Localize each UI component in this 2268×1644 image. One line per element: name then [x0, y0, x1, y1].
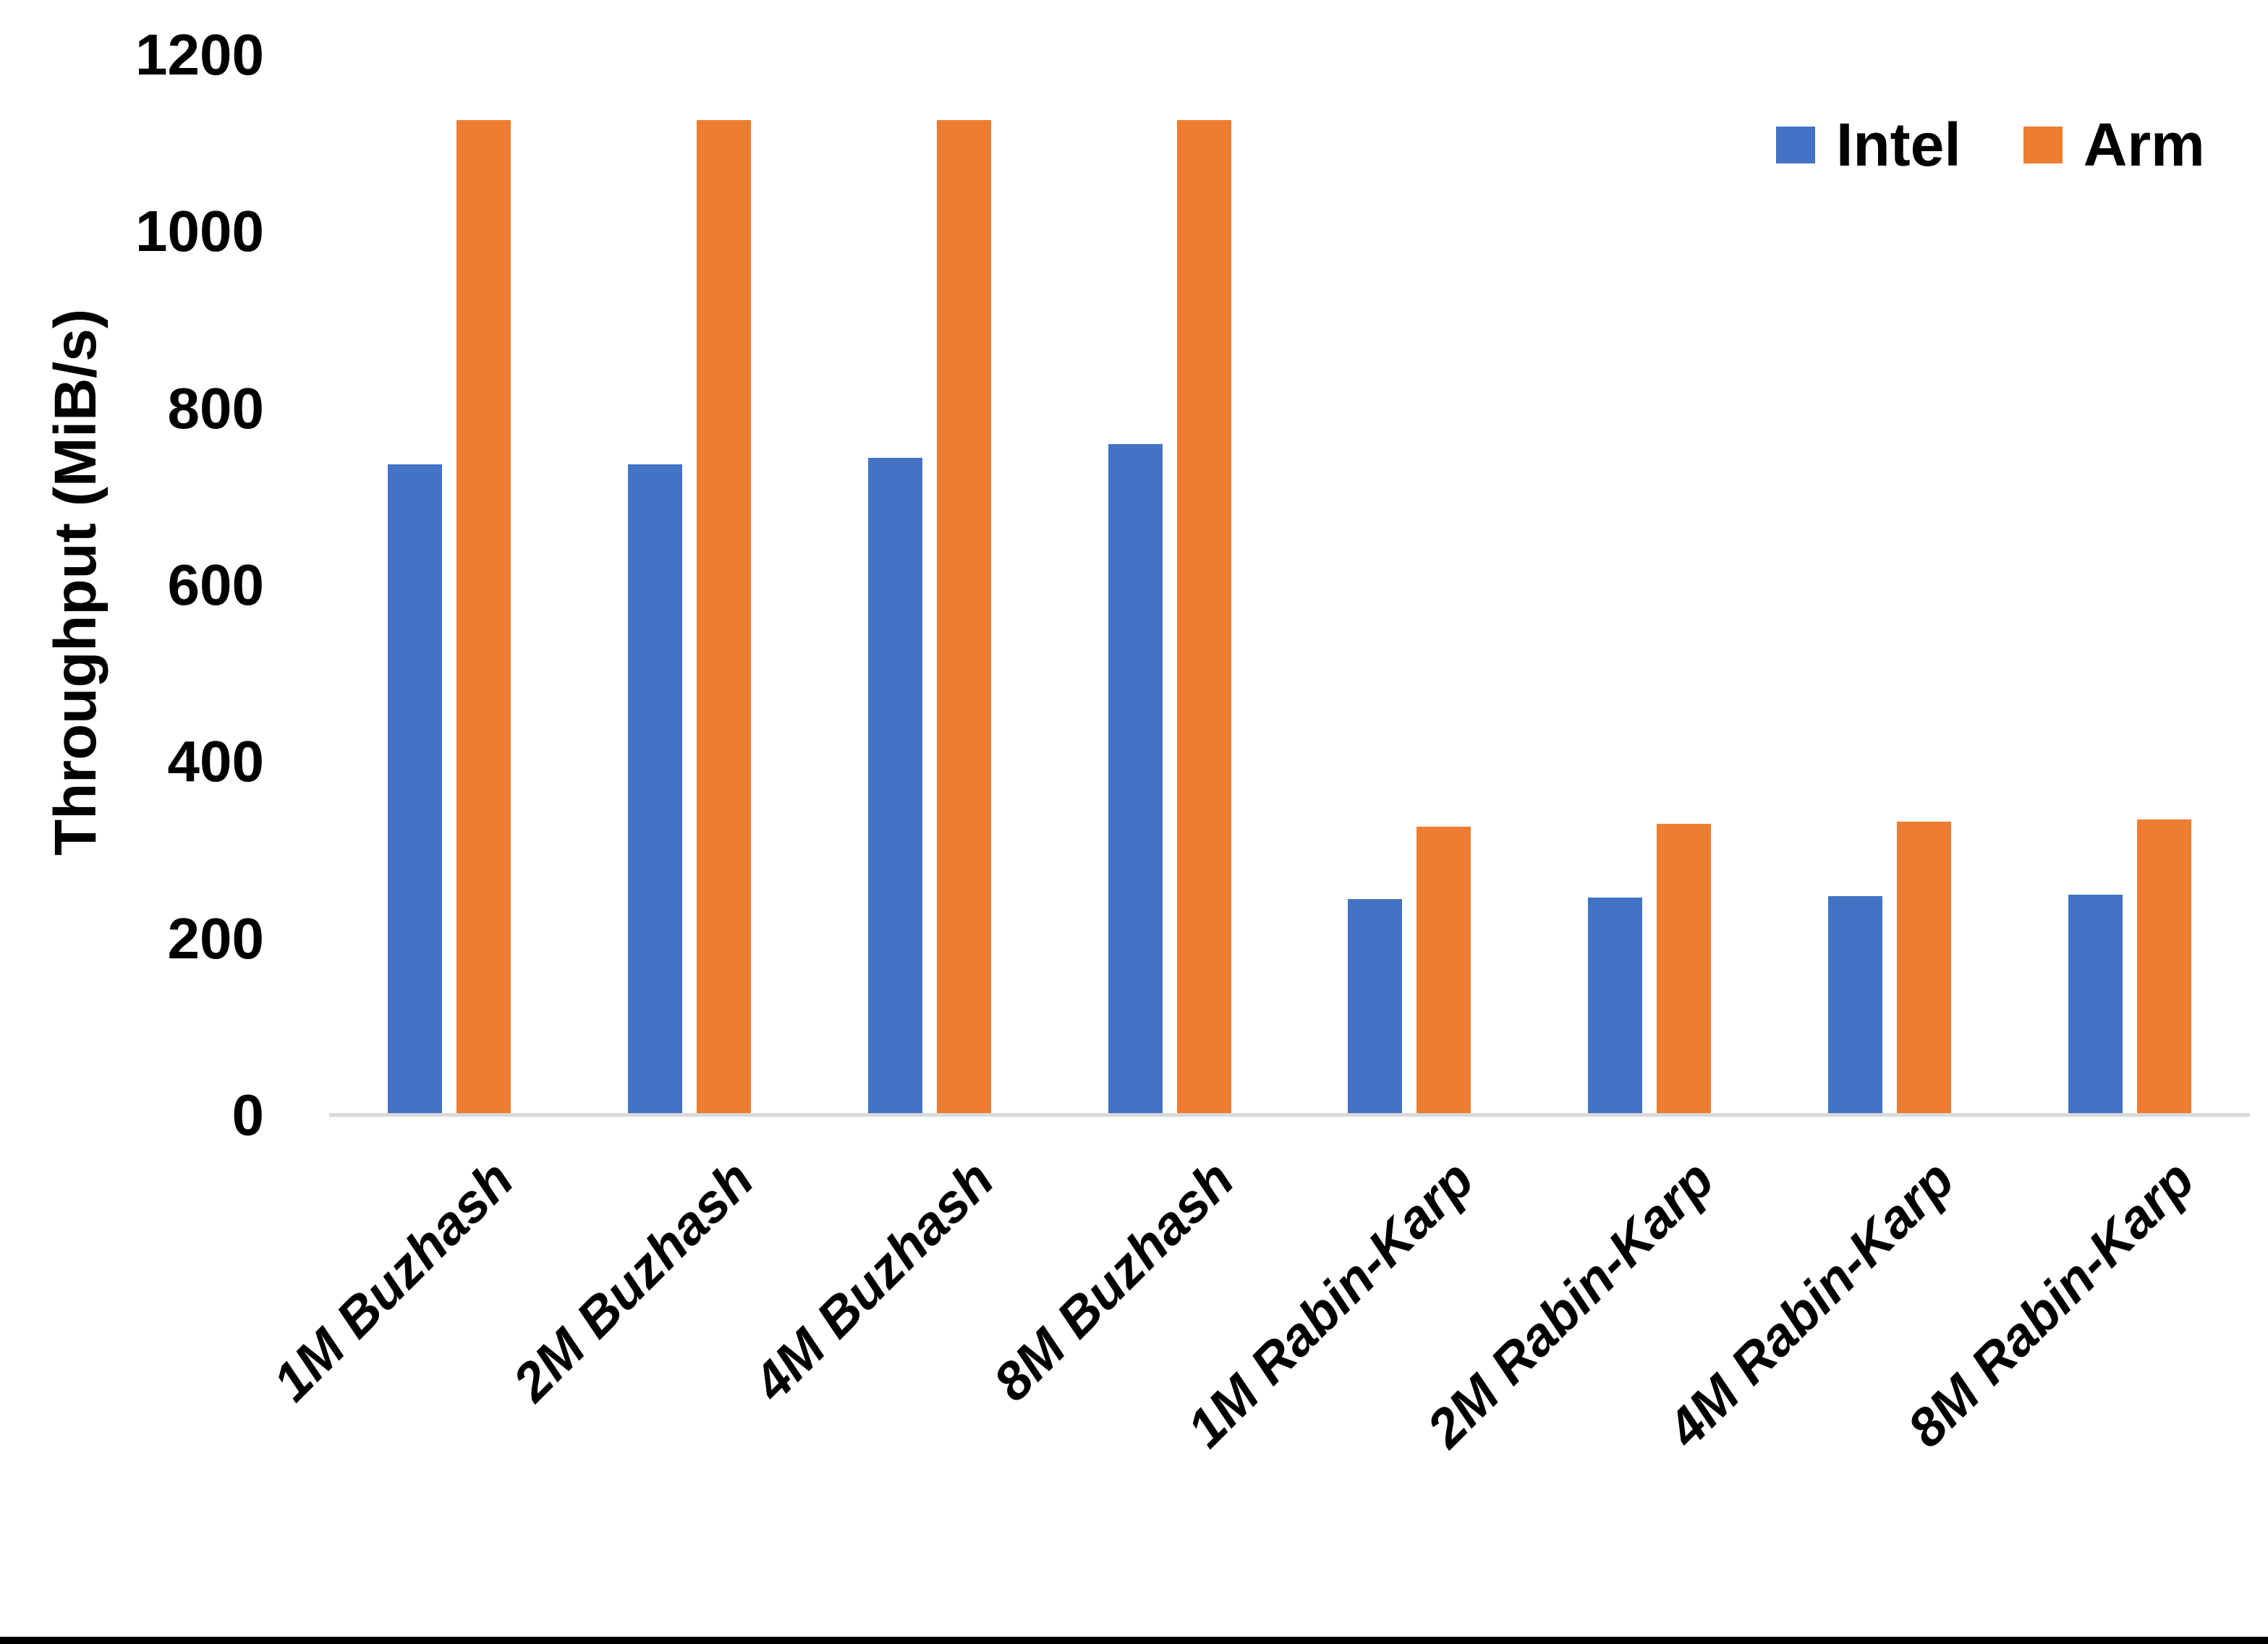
x-axis-line [329, 1113, 2250, 1117]
x-category-label: 1M Buzhash [261, 1149, 525, 1413]
x-category-label: 8M Buzhash [981, 1149, 1245, 1413]
bar-arm-8m-rabin-karp [2137, 819, 2191, 1115]
legend-entry-intel: Intel [1776, 114, 1961, 175]
bar-arm-8m-buzhash [1177, 120, 1231, 1115]
y-tick-label: 400 [167, 729, 264, 794]
bar-intel-4m-rabin-karp [1828, 896, 1882, 1115]
y-tick-label: 800 [167, 375, 264, 440]
window-bottom-edge [0, 1637, 2268, 1644]
bar-intel-2m-buzhash [628, 464, 682, 1115]
intel-series-swatch-icon [1776, 126, 1815, 163]
legend-entry-arm: Arm [2023, 114, 2205, 175]
legend-label-arm: Arm [2083, 111, 2205, 179]
y-tick-label: 1200 [135, 22, 264, 87]
bar-intel-8m-buzhash [1108, 444, 1163, 1115]
bar-arm-1m-rabin-karp [1417, 827, 1471, 1115]
bar-intel-8m-rabin-karp [2068, 895, 2123, 1115]
legend-label-intel: Intel [1836, 111, 1961, 179]
bar-intel-1m-rabin-karp [1348, 899, 1402, 1115]
arm-series-swatch-icon [2023, 126, 2063, 163]
y-tick-label: 600 [167, 553, 264, 617]
bar-intel-1m-buzhash [388, 464, 442, 1115]
y-tick-label: 200 [167, 906, 264, 971]
bar-intel-2m-rabin-karp [1588, 898, 1642, 1115]
y-tick-label: 1000 [135, 199, 264, 264]
bar-arm-2m-buzhash [697, 120, 751, 1115]
bar-arm-4m-buzhash [937, 120, 991, 1115]
bar-arm-1m-buzhash [456, 120, 511, 1115]
legend: Intel Arm [1776, 114, 2205, 175]
y-tick-label: 0 [232, 1083, 265, 1147]
bar-intel-4m-buzhash [868, 458, 922, 1115]
bar-arm-2m-rabin-karp [1657, 824, 1711, 1115]
x-category-label: 2M Buzhash [501, 1149, 765, 1413]
x-category-label: 4M Buzhash [742, 1149, 1006, 1413]
bar-arm-4m-rabin-karp [1897, 822, 1951, 1115]
